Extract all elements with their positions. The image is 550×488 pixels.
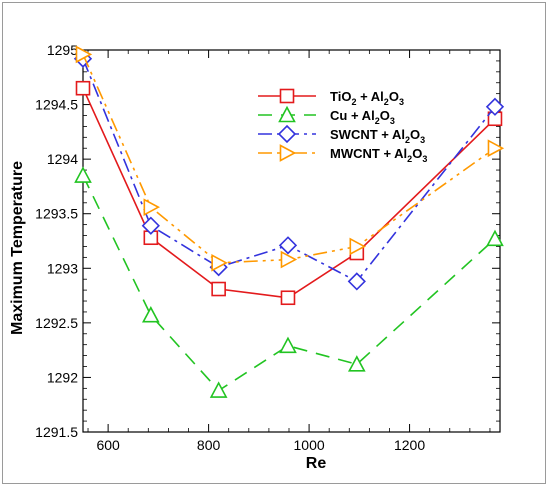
data-point — [349, 237, 367, 256]
legend-subscript: 3 — [399, 97, 404, 107]
legend-label: SWCNT + Al2O3 — [330, 127, 425, 145]
legend-subscript: 3 — [420, 135, 425, 145]
x-tick-label: 800 — [197, 437, 221, 453]
y-tick-label: 1294.5 — [35, 97, 78, 113]
data-point — [279, 336, 297, 354]
legend-text-part: O — [389, 89, 399, 104]
legend-label: TiO2 + Al2O3 — [330, 89, 404, 107]
y-tick-label: 1292 — [47, 369, 78, 385]
x-axis-title: Re — [306, 455, 327, 472]
legend-subscript: 3 — [422, 154, 427, 164]
legend-item-3: SWCNT + Al2O3 — [258, 124, 425, 145]
data-point — [141, 216, 160, 235]
x-tick-label: 1200 — [394, 437, 425, 453]
legend-marker — [277, 124, 297, 144]
y-tick-label: 1291.5 — [35, 424, 78, 440]
legend-label: Cu + Al2O3 — [330, 108, 395, 126]
data-point — [278, 236, 298, 255]
data-point — [486, 229, 504, 247]
data-point — [211, 281, 226, 297]
data-point — [75, 80, 91, 96]
legend-label: MWCNT + Al2O3 — [330, 146, 427, 164]
legend-text-part: O — [410, 127, 420, 142]
legend-text-part: Cu — [330, 108, 347, 123]
y-tick-label: 1293.5 — [35, 206, 78, 222]
legend-item-2: Cu + Al2O3 — [258, 105, 395, 126]
legend-text-part: TiO — [330, 89, 351, 104]
series-line — [82, 54, 496, 264]
data-point — [74, 166, 92, 183]
legend-text-part: + Al — [356, 89, 383, 104]
data-point — [487, 139, 505, 158]
y-tick-label: 1295 — [47, 42, 78, 58]
legend-subscript: 2 — [407, 154, 412, 164]
y-tick-label: 1293 — [47, 260, 78, 276]
series-2 — [74, 166, 504, 398]
data-point — [211, 253, 228, 272]
axes: 1291.5 1292 1292.5 1293 1293.5 1294 1294.5 1295… — [35, 42, 501, 453]
legend-text-part: + Al — [347, 108, 374, 123]
legend-text-part: + Al — [380, 146, 407, 161]
legend-item-4: MWCNT + Al2O3 — [258, 144, 427, 164]
legend-item-1: TiO2 + Al2O3 — [258, 88, 404, 107]
legend-subscript: 2 — [375, 116, 380, 126]
data-point — [209, 381, 228, 398]
legend-text-part: O — [380, 108, 390, 123]
data-point — [347, 355, 366, 372]
data-point — [280, 250, 298, 269]
data-point — [141, 306, 160, 323]
data-point — [347, 272, 366, 291]
legend-text-part: MWCNT — [330, 146, 380, 161]
legend-marker — [279, 144, 297, 162]
series-4 — [75, 45, 505, 272]
legend-marker — [278, 105, 296, 123]
series-layer — [73, 45, 505, 398]
x-tick-label: 600 — [96, 437, 120, 453]
legend-subscript: 2 — [384, 97, 389, 107]
y-tick-label: 1292.5 — [35, 315, 78, 331]
series-3 — [73, 49, 505, 291]
data-point — [280, 290, 296, 306]
legend-subscript: 3 — [390, 116, 395, 126]
legend-text-part: + Al — [378, 127, 405, 142]
legend-subscript: 2 — [405, 135, 410, 145]
series-line — [82, 175, 496, 392]
y-tick-label: 1294 — [47, 151, 78, 167]
legend-text-part: O — [412, 146, 422, 161]
data-point — [143, 198, 161, 217]
data-point — [485, 97, 505, 116]
x-tick-label: 1000 — [294, 437, 325, 453]
data-point — [75, 45, 93, 64]
chart-frame — [2, 2, 546, 484]
y-axis-title: Maximum Temperature — [9, 161, 26, 335]
legend-marker — [279, 88, 295, 104]
series-1 — [75, 80, 503, 306]
legend-subscript: 2 — [351, 97, 356, 107]
legend-text-part: SWCNT — [330, 127, 378, 142]
